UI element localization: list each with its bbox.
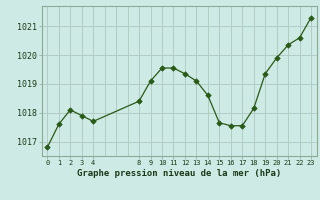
X-axis label: Graphe pression niveau de la mer (hPa): Graphe pression niveau de la mer (hPa) bbox=[77, 169, 281, 178]
